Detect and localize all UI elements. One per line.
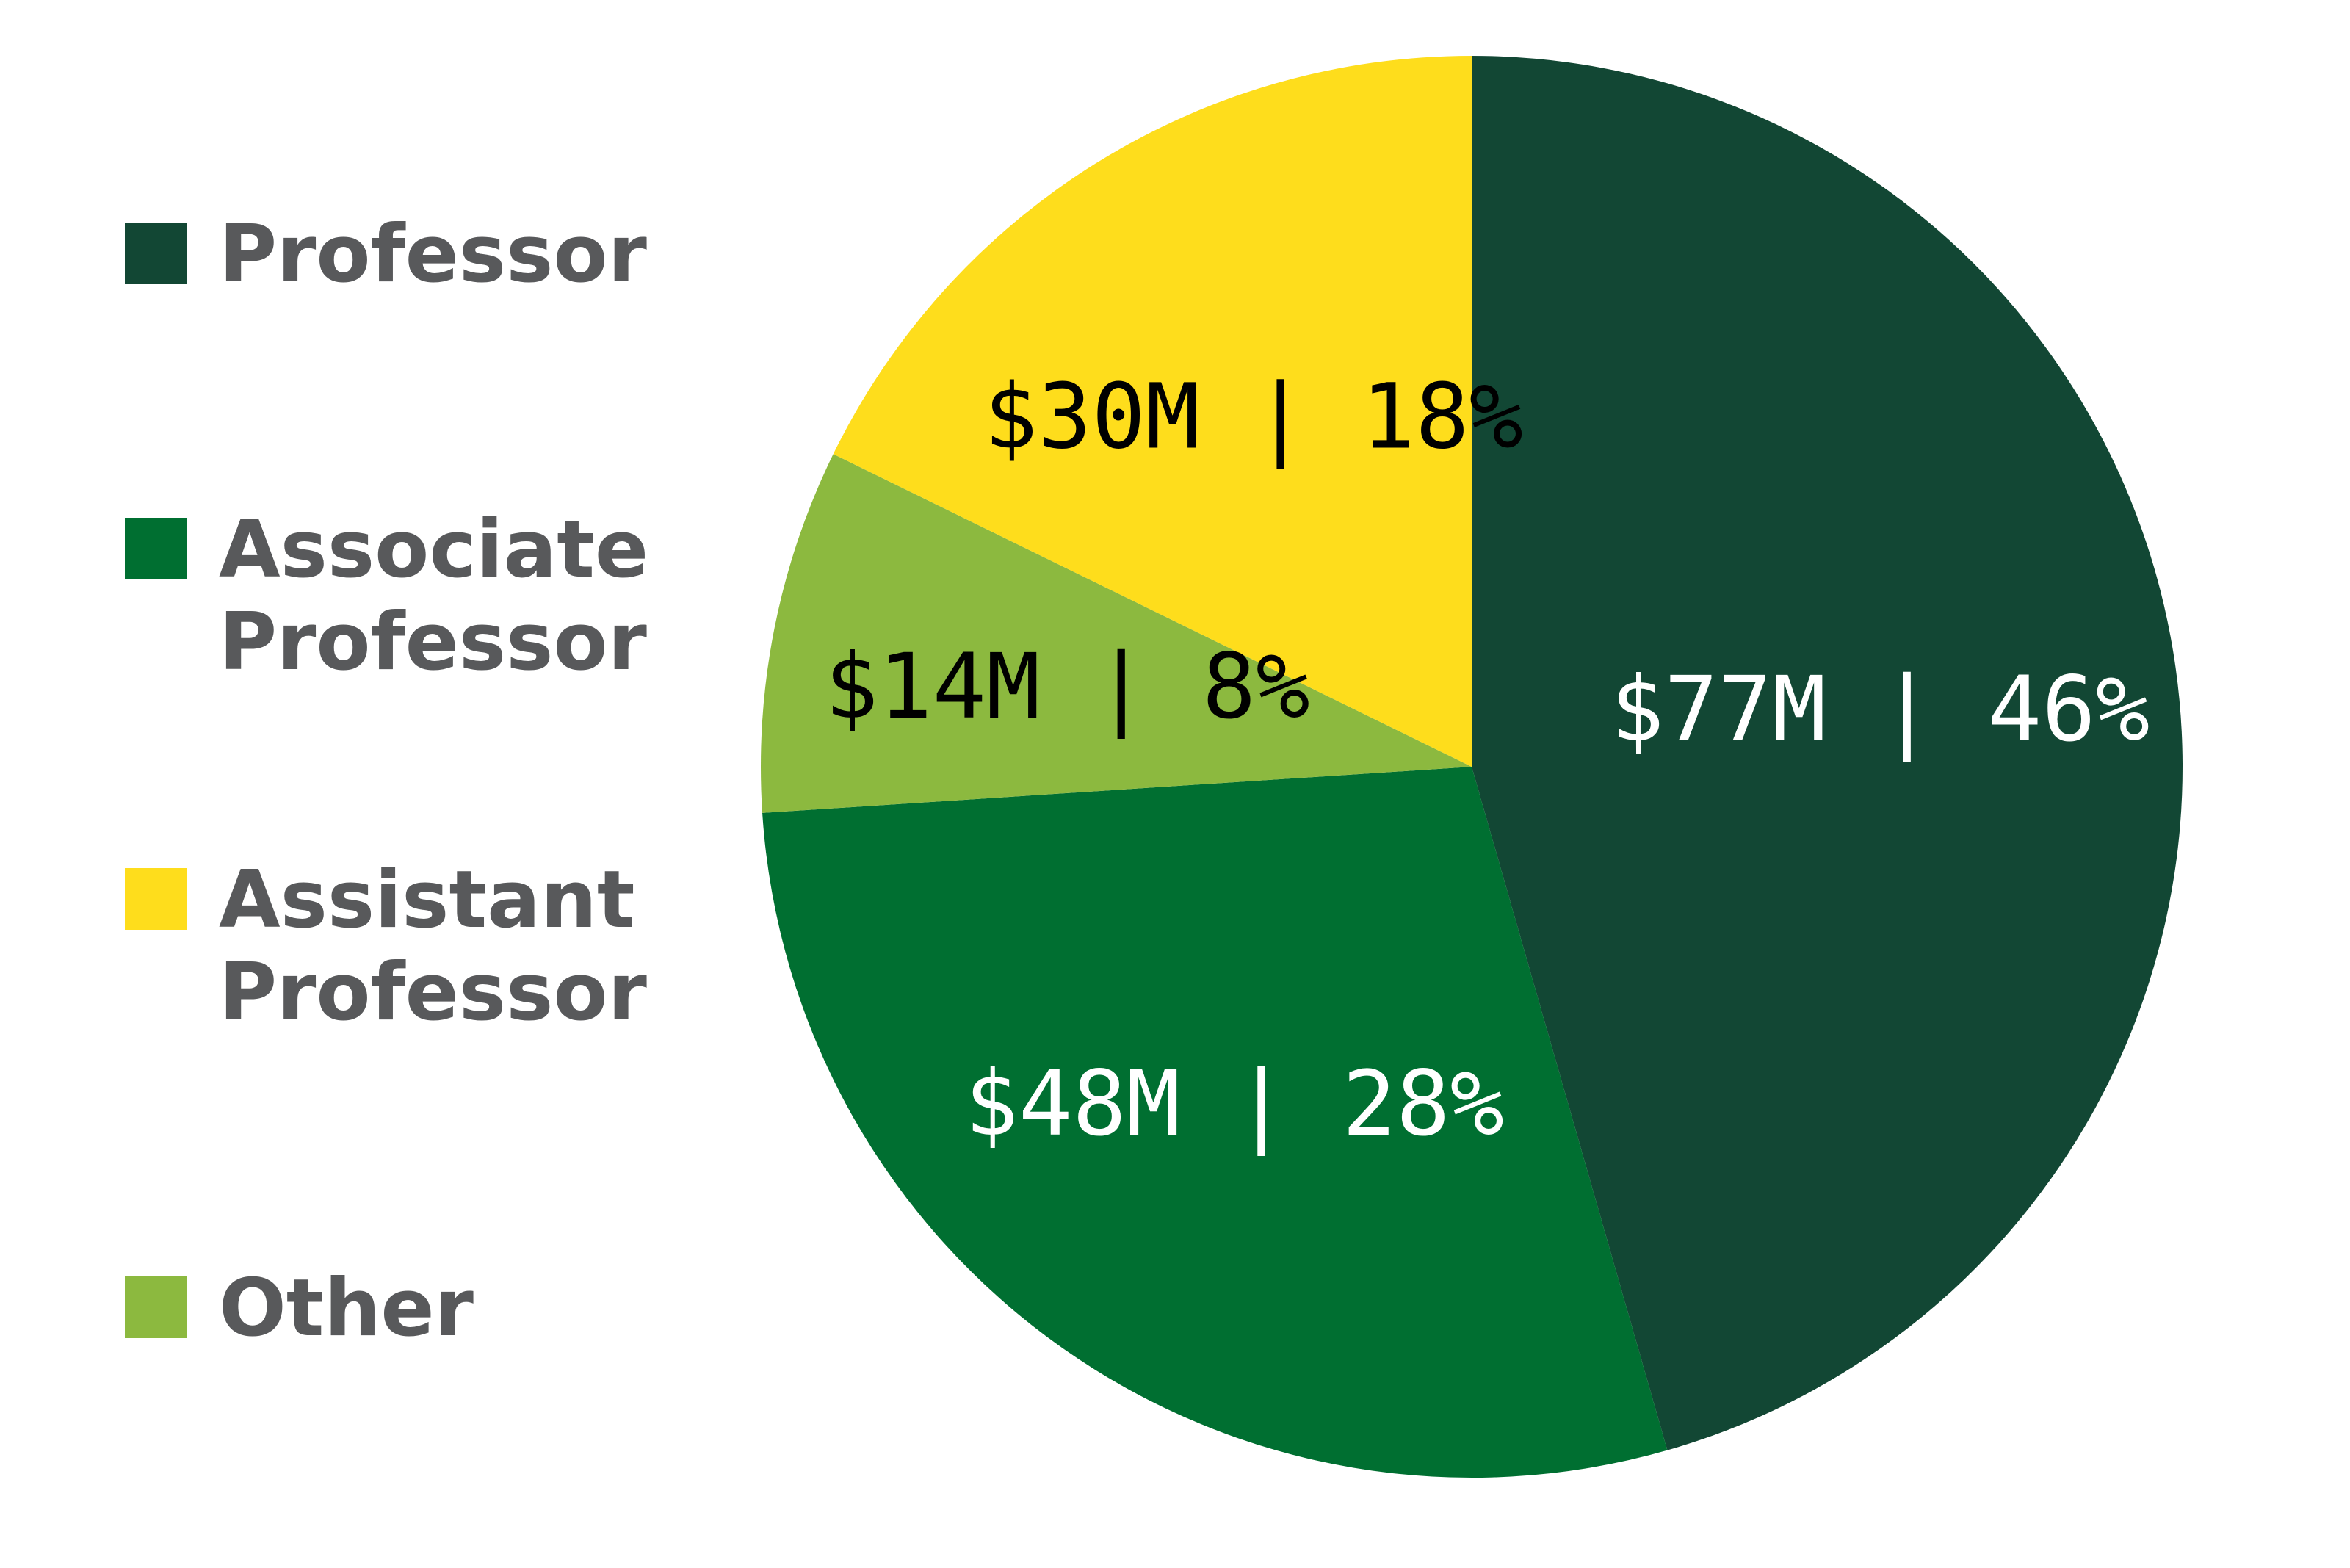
pie-slice-associate-professor (762, 767, 1668, 1478)
legend-swatch-other (125, 1276, 187, 1338)
legend-item-associate-professor: Associate Professor (125, 504, 648, 688)
pie-data-labels: $77M | 46% $48M | 28% $14M | 8% $30M | 18% (825, 365, 2150, 1156)
legend-item-assistant-professor: Assistant Professor (125, 854, 647, 1038)
legend-label-assistant-professor: Assistant Professor (219, 854, 647, 1038)
data-label-other: $14M | 8% (825, 635, 1310, 739)
legend-swatch-associate-professor (125, 518, 187, 579)
data-label-assistant-professor: $30M | 18% (984, 365, 1524, 469)
pie-slices (761, 55, 2183, 1478)
legend-label-other: Other (219, 1262, 474, 1354)
legend-item-other: Other (125, 1262, 474, 1354)
legend-swatch-professor (125, 223, 187, 284)
legend-swatch-assistant-professor (125, 868, 187, 930)
data-label-professor: $77M | 46% (1610, 657, 2150, 762)
legend-label-professor: Professor (219, 209, 647, 300)
data-label-associate-professor: $48M | 28% (965, 1052, 1505, 1156)
legend: Professor Associate Professor Assistant Prof… (125, 209, 648, 1354)
pie-slice-other (761, 454, 1472, 813)
legend-label-associate-professor: Associate Professor (219, 504, 648, 688)
pie-slice-professor (1472, 56, 2183, 1450)
pie-slice-assistant-professor (833, 55, 1472, 767)
legend-item-professor: Professor (125, 209, 647, 300)
